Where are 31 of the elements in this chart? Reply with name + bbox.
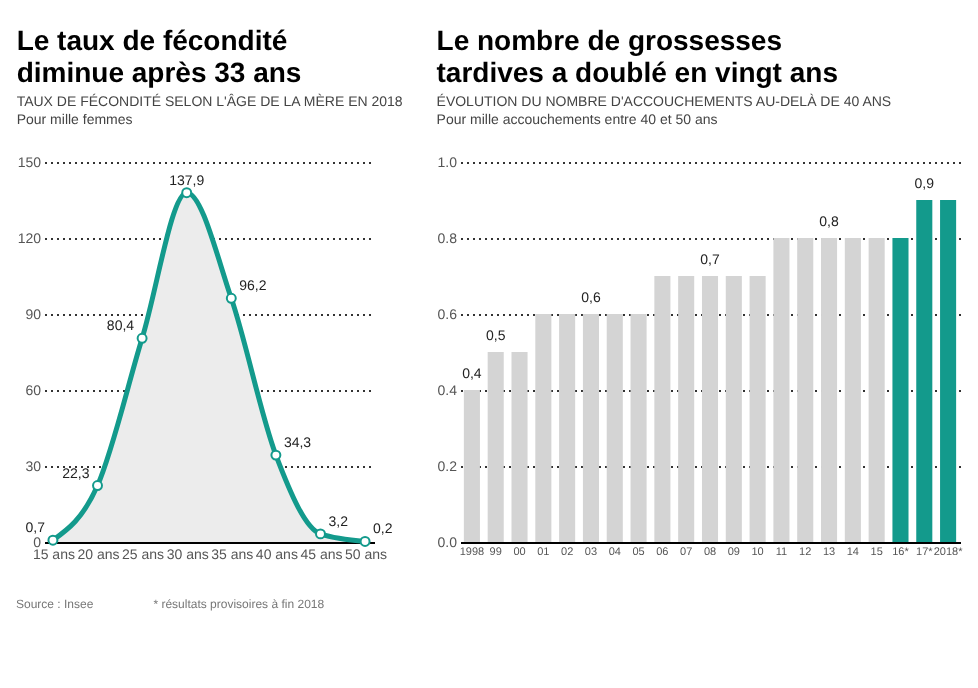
bar: [582, 314, 599, 542]
bar: [559, 314, 576, 542]
point: [270, 449, 282, 461]
bar: [868, 238, 885, 542]
point: [92, 480, 103, 491]
bar: [773, 238, 790, 542]
point: [225, 292, 237, 304]
point: [47, 534, 59, 546]
bar: [487, 352, 504, 542]
bar: [535, 314, 552, 542]
bar: [678, 276, 695, 542]
point: [315, 528, 326, 540]
point: [181, 187, 193, 199]
bar: [844, 238, 861, 542]
bar: [821, 238, 838, 542]
point: [359, 536, 371, 547]
bar: [463, 390, 480, 542]
bar: [797, 238, 814, 542]
point: [136, 332, 148, 344]
bar: [630, 314, 647, 542]
bar: [511, 352, 528, 542]
bar: [701, 276, 719, 542]
bar: [749, 276, 766, 542]
bar: [940, 200, 957, 542]
chart-title: Le nombre de grossesses tardives a doublé en vingt ans: [436, 24, 839, 88]
bar: [606, 314, 623, 542]
bar: [654, 276, 671, 542]
bar: [725, 276, 742, 542]
bar: [916, 200, 933, 542]
chart-title: Le taux de fécondité diminue après 33 ans: [16, 24, 302, 88]
bar: [892, 238, 909, 542]
